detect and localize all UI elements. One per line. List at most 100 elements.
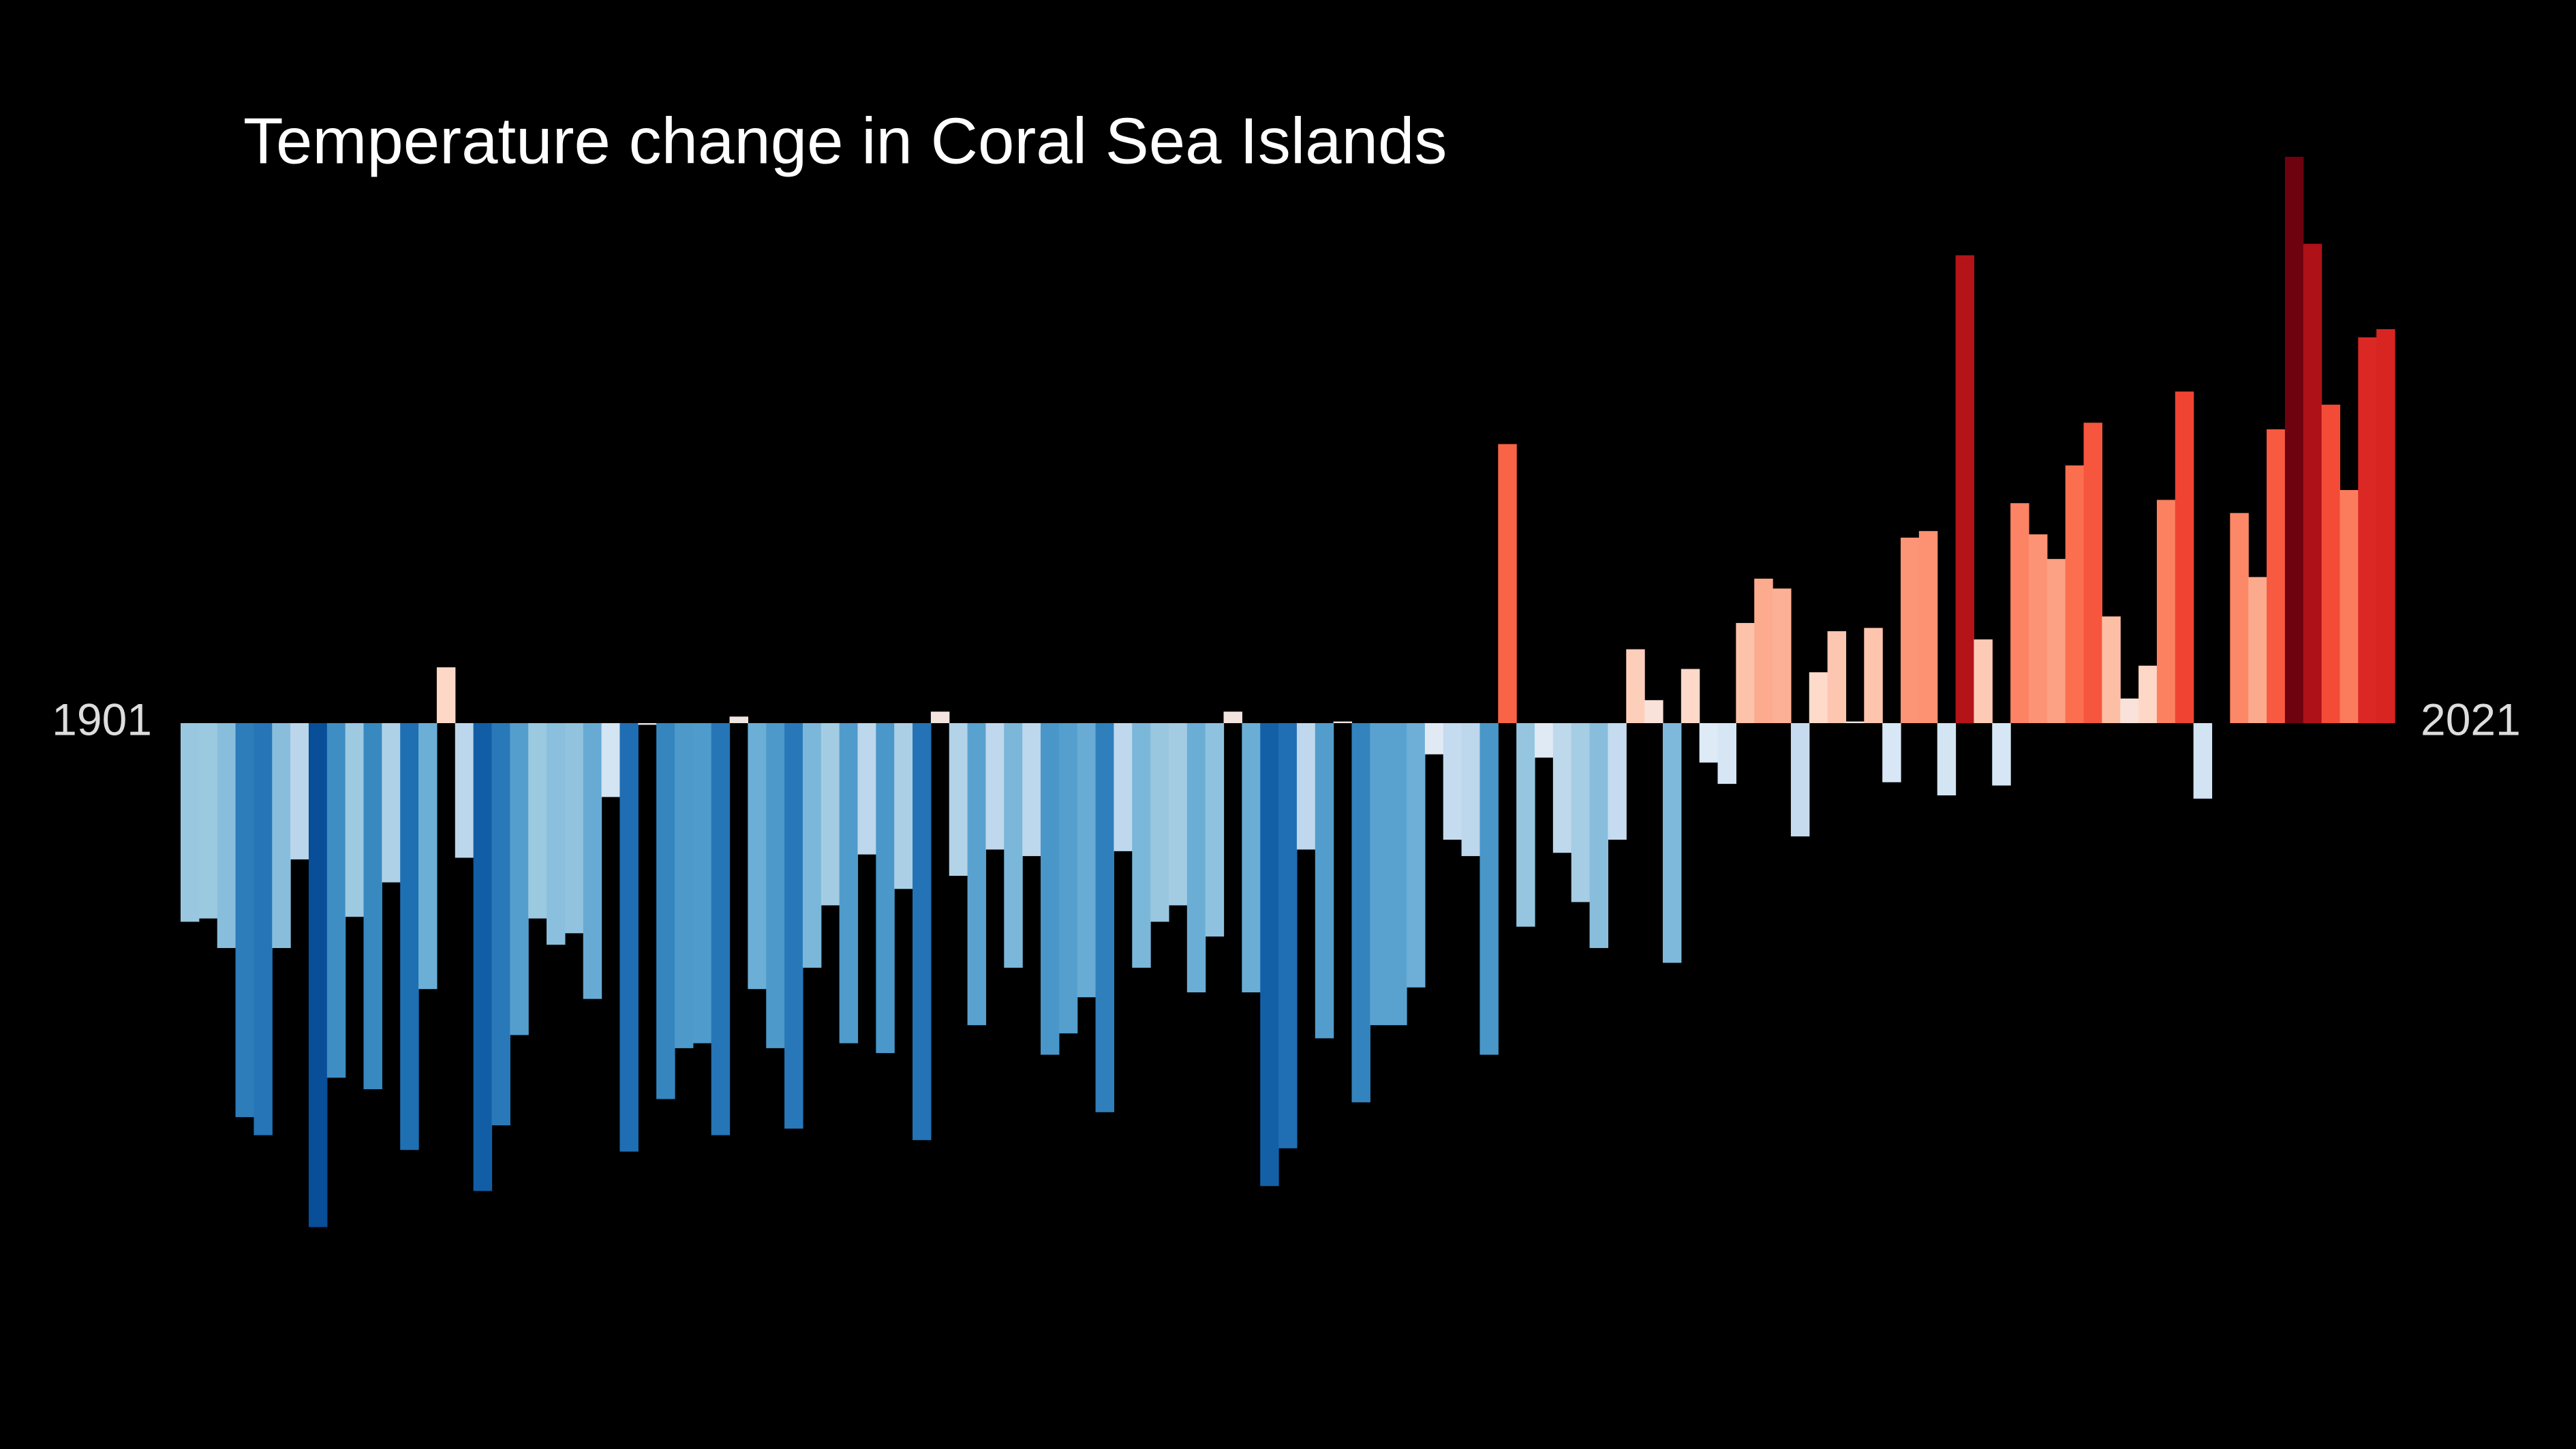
bar bbox=[1150, 723, 1169, 922]
bar bbox=[510, 723, 529, 1035]
bar bbox=[290, 723, 309, 859]
bar bbox=[1809, 672, 1828, 723]
bar bbox=[1516, 723, 1535, 927]
bar bbox=[2193, 723, 2213, 799]
bar bbox=[528, 723, 547, 919]
bar bbox=[1388, 723, 1407, 1026]
bar bbox=[656, 723, 675, 1099]
bar bbox=[1901, 537, 1920, 723]
bar bbox=[1479, 723, 1499, 1055]
bar bbox=[1589, 723, 1608, 948]
x-tick-label: 2021 bbox=[2421, 694, 2521, 744]
bar bbox=[1260, 723, 1279, 1187]
bar bbox=[1424, 723, 1444, 754]
chart-title: Temperature change in Coral Sea Islands bbox=[243, 104, 1447, 177]
bar bbox=[2175, 391, 2194, 723]
bar bbox=[2358, 337, 2377, 723]
bar bbox=[2102, 616, 2121, 723]
bar bbox=[784, 723, 803, 1129]
bar bbox=[1186, 723, 1206, 993]
bar bbox=[2340, 489, 2359, 723]
bar bbox=[1736, 623, 1755, 723]
bar bbox=[382, 723, 401, 883]
bar bbox=[2248, 577, 2267, 723]
bar bbox=[1864, 628, 1883, 723]
bar bbox=[1955, 255, 1975, 723]
bar bbox=[1461, 723, 1481, 857]
bar bbox=[1242, 723, 1261, 993]
bar bbox=[729, 716, 748, 723]
bar bbox=[1571, 723, 1591, 902]
bar bbox=[1168, 723, 1188, 906]
bar bbox=[473, 723, 493, 1191]
bar bbox=[1827, 631, 1847, 723]
bar bbox=[2065, 465, 2085, 723]
bar bbox=[1351, 723, 1370, 1103]
bar bbox=[692, 723, 712, 1043]
bar bbox=[1296, 723, 1316, 850]
bar bbox=[985, 723, 1005, 850]
bar bbox=[1754, 579, 1773, 723]
bar bbox=[1333, 721, 1353, 723]
bar bbox=[455, 723, 474, 858]
bar bbox=[1845, 721, 1865, 723]
bar bbox=[1022, 723, 1041, 857]
bar bbox=[1992, 723, 2011, 786]
bar bbox=[1223, 712, 1242, 723]
bar bbox=[839, 723, 859, 1043]
bar bbox=[181, 723, 200, 922]
bar bbox=[1918, 531, 1938, 723]
bar bbox=[1534, 723, 1554, 758]
bar bbox=[1132, 723, 1151, 968]
bar bbox=[1552, 723, 1572, 853]
bar bbox=[930, 712, 950, 723]
bar bbox=[1370, 723, 1389, 1026]
bar bbox=[1498, 444, 1517, 723]
bar bbox=[198, 723, 218, 919]
bar bbox=[1790, 723, 1810, 837]
bar bbox=[217, 723, 236, 948]
bar bbox=[1608, 723, 1627, 840]
bar bbox=[2303, 243, 2322, 723]
bar bbox=[802, 723, 822, 968]
bar bbox=[1077, 723, 1097, 998]
bar bbox=[876, 723, 895, 1054]
bar bbox=[491, 723, 510, 1126]
bar bbox=[1717, 723, 1736, 784]
bar bbox=[1662, 723, 1682, 963]
bar bbox=[345, 723, 365, 917]
bar bbox=[2083, 423, 2102, 723]
bar bbox=[1443, 723, 1462, 840]
bar bbox=[601, 723, 621, 797]
bar bbox=[583, 723, 602, 999]
bar bbox=[1644, 700, 1663, 723]
bar bbox=[1974, 639, 1993, 723]
bar bbox=[1278, 723, 1298, 1148]
bar bbox=[766, 723, 785, 1048]
bar bbox=[1407, 723, 1426, 988]
bar bbox=[1004, 723, 1023, 968]
bar bbox=[235, 723, 255, 1118]
x-tick-label: 1901 bbox=[52, 694, 152, 744]
bar bbox=[949, 723, 968, 876]
bar bbox=[1041, 723, 1060, 1055]
bar bbox=[2267, 429, 2286, 723]
bar bbox=[638, 723, 657, 725]
bar bbox=[748, 723, 767, 990]
bar bbox=[913, 723, 932, 1140]
bar bbox=[2046, 559, 2066, 723]
bar bbox=[2230, 513, 2249, 723]
bar bbox=[308, 723, 328, 1227]
bar bbox=[1058, 723, 1078, 1034]
bar bbox=[547, 723, 566, 945]
bar bbox=[400, 723, 419, 1150]
bar bbox=[1095, 723, 1115, 1112]
bar bbox=[1315, 723, 1334, 1039]
bar bbox=[1681, 669, 1700, 723]
bar bbox=[2321, 404, 2341, 723]
bar bbox=[326, 723, 346, 1078]
bar bbox=[418, 723, 438, 990]
bar bbox=[436, 667, 456, 723]
